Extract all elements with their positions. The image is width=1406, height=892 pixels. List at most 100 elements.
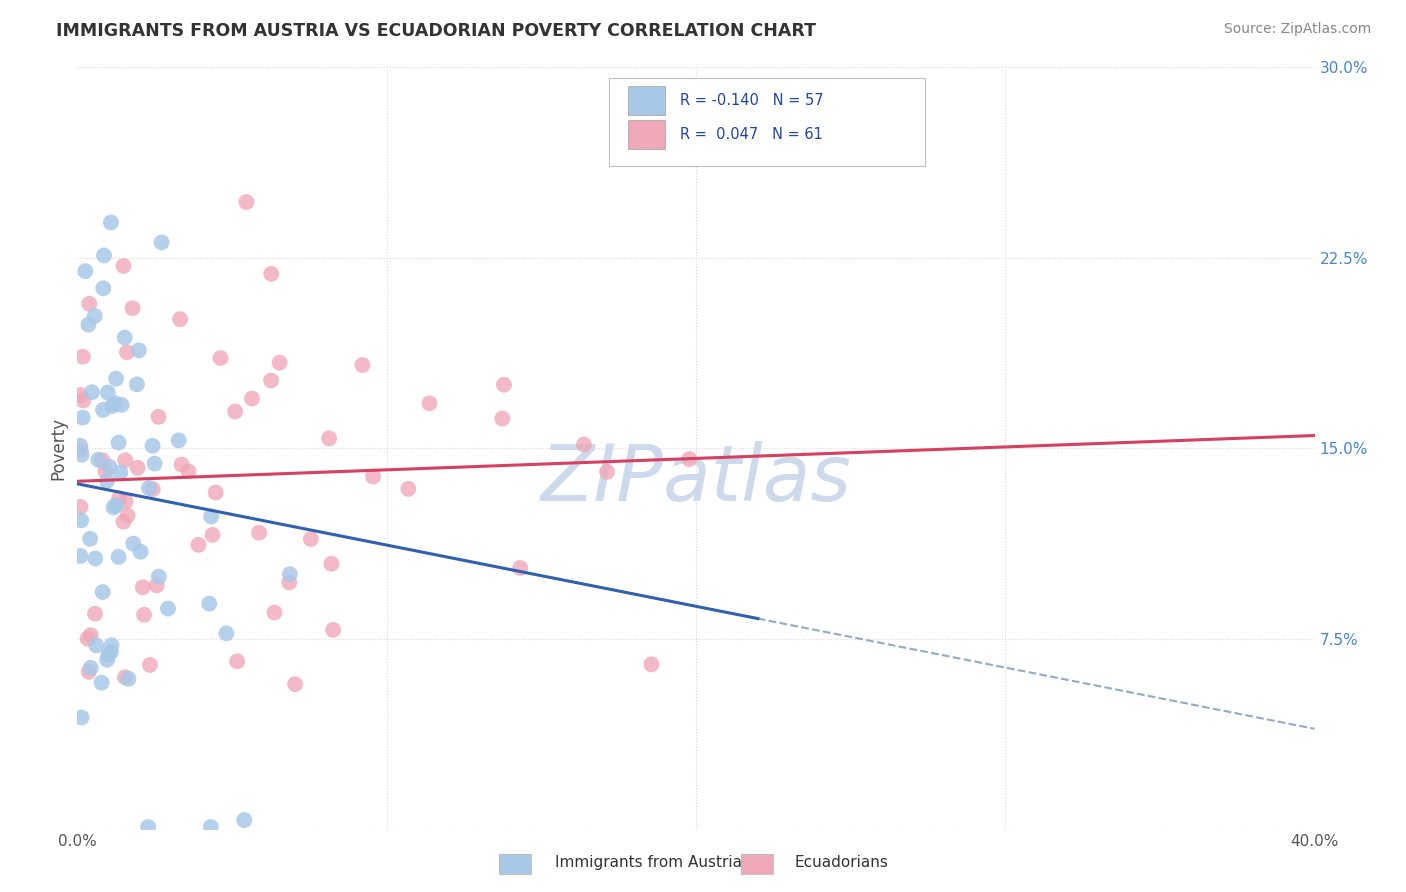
Point bbox=[80, 385, 103, 400]
Point bbox=[240, 392, 263, 406]
Point bbox=[110, 398, 132, 412]
Point bbox=[98, 459, 121, 474]
Point bbox=[84, 551, 107, 566]
Point bbox=[132, 607, 155, 622]
Point bbox=[143, 457, 166, 471]
Point bbox=[491, 411, 513, 425]
Point bbox=[150, 235, 173, 250]
Point bbox=[233, 813, 256, 827]
Point bbox=[132, 580, 155, 594]
Point bbox=[114, 670, 136, 684]
Point bbox=[112, 259, 135, 273]
Point bbox=[114, 330, 136, 344]
Point bbox=[260, 267, 283, 281]
Point bbox=[97, 648, 120, 662]
Point bbox=[148, 409, 170, 424]
Point bbox=[100, 645, 122, 659]
Point bbox=[115, 345, 138, 359]
Point bbox=[107, 549, 129, 564]
Point bbox=[278, 567, 301, 582]
Point bbox=[321, 557, 343, 571]
Point bbox=[318, 431, 340, 445]
Point bbox=[70, 710, 93, 724]
Point bbox=[117, 672, 139, 686]
Point bbox=[103, 500, 125, 515]
Bar bbox=[628, 86, 665, 115]
Point bbox=[492, 377, 515, 392]
Point bbox=[117, 508, 139, 523]
Point bbox=[84, 639, 107, 653]
Point bbox=[93, 248, 115, 262]
Point bbox=[509, 561, 531, 575]
Point bbox=[94, 464, 117, 478]
Point bbox=[69, 500, 91, 514]
Text: ZIPatlas: ZIPatlas bbox=[540, 441, 852, 516]
Point bbox=[177, 464, 200, 478]
Point bbox=[361, 469, 384, 483]
Point bbox=[138, 481, 160, 495]
Point bbox=[200, 509, 222, 524]
Point bbox=[105, 372, 128, 386]
Point bbox=[70, 513, 93, 527]
Point bbox=[322, 623, 344, 637]
Point bbox=[269, 356, 291, 370]
Point bbox=[72, 350, 94, 364]
Point bbox=[142, 482, 165, 496]
Point bbox=[90, 675, 112, 690]
Point bbox=[80, 628, 103, 642]
FancyBboxPatch shape bbox=[609, 78, 925, 166]
Point bbox=[96, 474, 118, 488]
Point bbox=[76, 632, 98, 646]
Point bbox=[148, 569, 170, 583]
Point bbox=[69, 549, 91, 563]
Point bbox=[91, 585, 114, 599]
Point bbox=[104, 396, 127, 410]
Bar bbox=[628, 120, 665, 148]
Point bbox=[100, 638, 122, 652]
Point bbox=[215, 626, 238, 640]
Point bbox=[108, 491, 131, 506]
Text: IMMIGRANTS FROM AUSTRIA VS ECUADORIAN POVERTY CORRELATION CHART: IMMIGRANTS FROM AUSTRIA VS ECUADORIAN PO… bbox=[56, 22, 817, 40]
Point bbox=[91, 453, 114, 467]
Point bbox=[72, 393, 94, 408]
Point bbox=[97, 385, 120, 400]
Point bbox=[70, 448, 93, 462]
Point bbox=[69, 388, 91, 402]
Point bbox=[678, 452, 700, 467]
Point bbox=[128, 343, 150, 358]
Point bbox=[127, 460, 149, 475]
Point bbox=[110, 466, 132, 480]
Point bbox=[100, 215, 122, 229]
Point bbox=[101, 399, 124, 413]
Text: R = -0.140   N = 57: R = -0.140 N = 57 bbox=[681, 93, 824, 108]
Point bbox=[226, 654, 249, 668]
Point bbox=[104, 499, 127, 513]
Point bbox=[224, 404, 246, 418]
Point bbox=[136, 820, 159, 834]
Point bbox=[77, 665, 100, 679]
Point bbox=[263, 606, 285, 620]
Point bbox=[169, 312, 191, 326]
Point bbox=[77, 318, 100, 332]
Point bbox=[79, 297, 101, 311]
Point bbox=[84, 607, 107, 621]
Point bbox=[121, 301, 143, 316]
Point bbox=[200, 820, 222, 834]
Point bbox=[284, 677, 307, 691]
Point bbox=[235, 195, 257, 210]
Point bbox=[129, 545, 152, 559]
Point bbox=[87, 452, 110, 467]
Point bbox=[112, 515, 135, 529]
Point bbox=[69, 439, 91, 453]
Point bbox=[156, 601, 179, 615]
Point bbox=[79, 532, 101, 546]
Text: R =  0.047   N = 61: R = 0.047 N = 61 bbox=[681, 127, 823, 142]
Point bbox=[572, 437, 595, 451]
Point bbox=[640, 657, 662, 672]
Point bbox=[107, 435, 129, 450]
Point bbox=[69, 442, 91, 457]
Point bbox=[142, 439, 165, 453]
Point bbox=[125, 377, 148, 392]
Point bbox=[139, 658, 162, 673]
Point bbox=[145, 578, 167, 592]
